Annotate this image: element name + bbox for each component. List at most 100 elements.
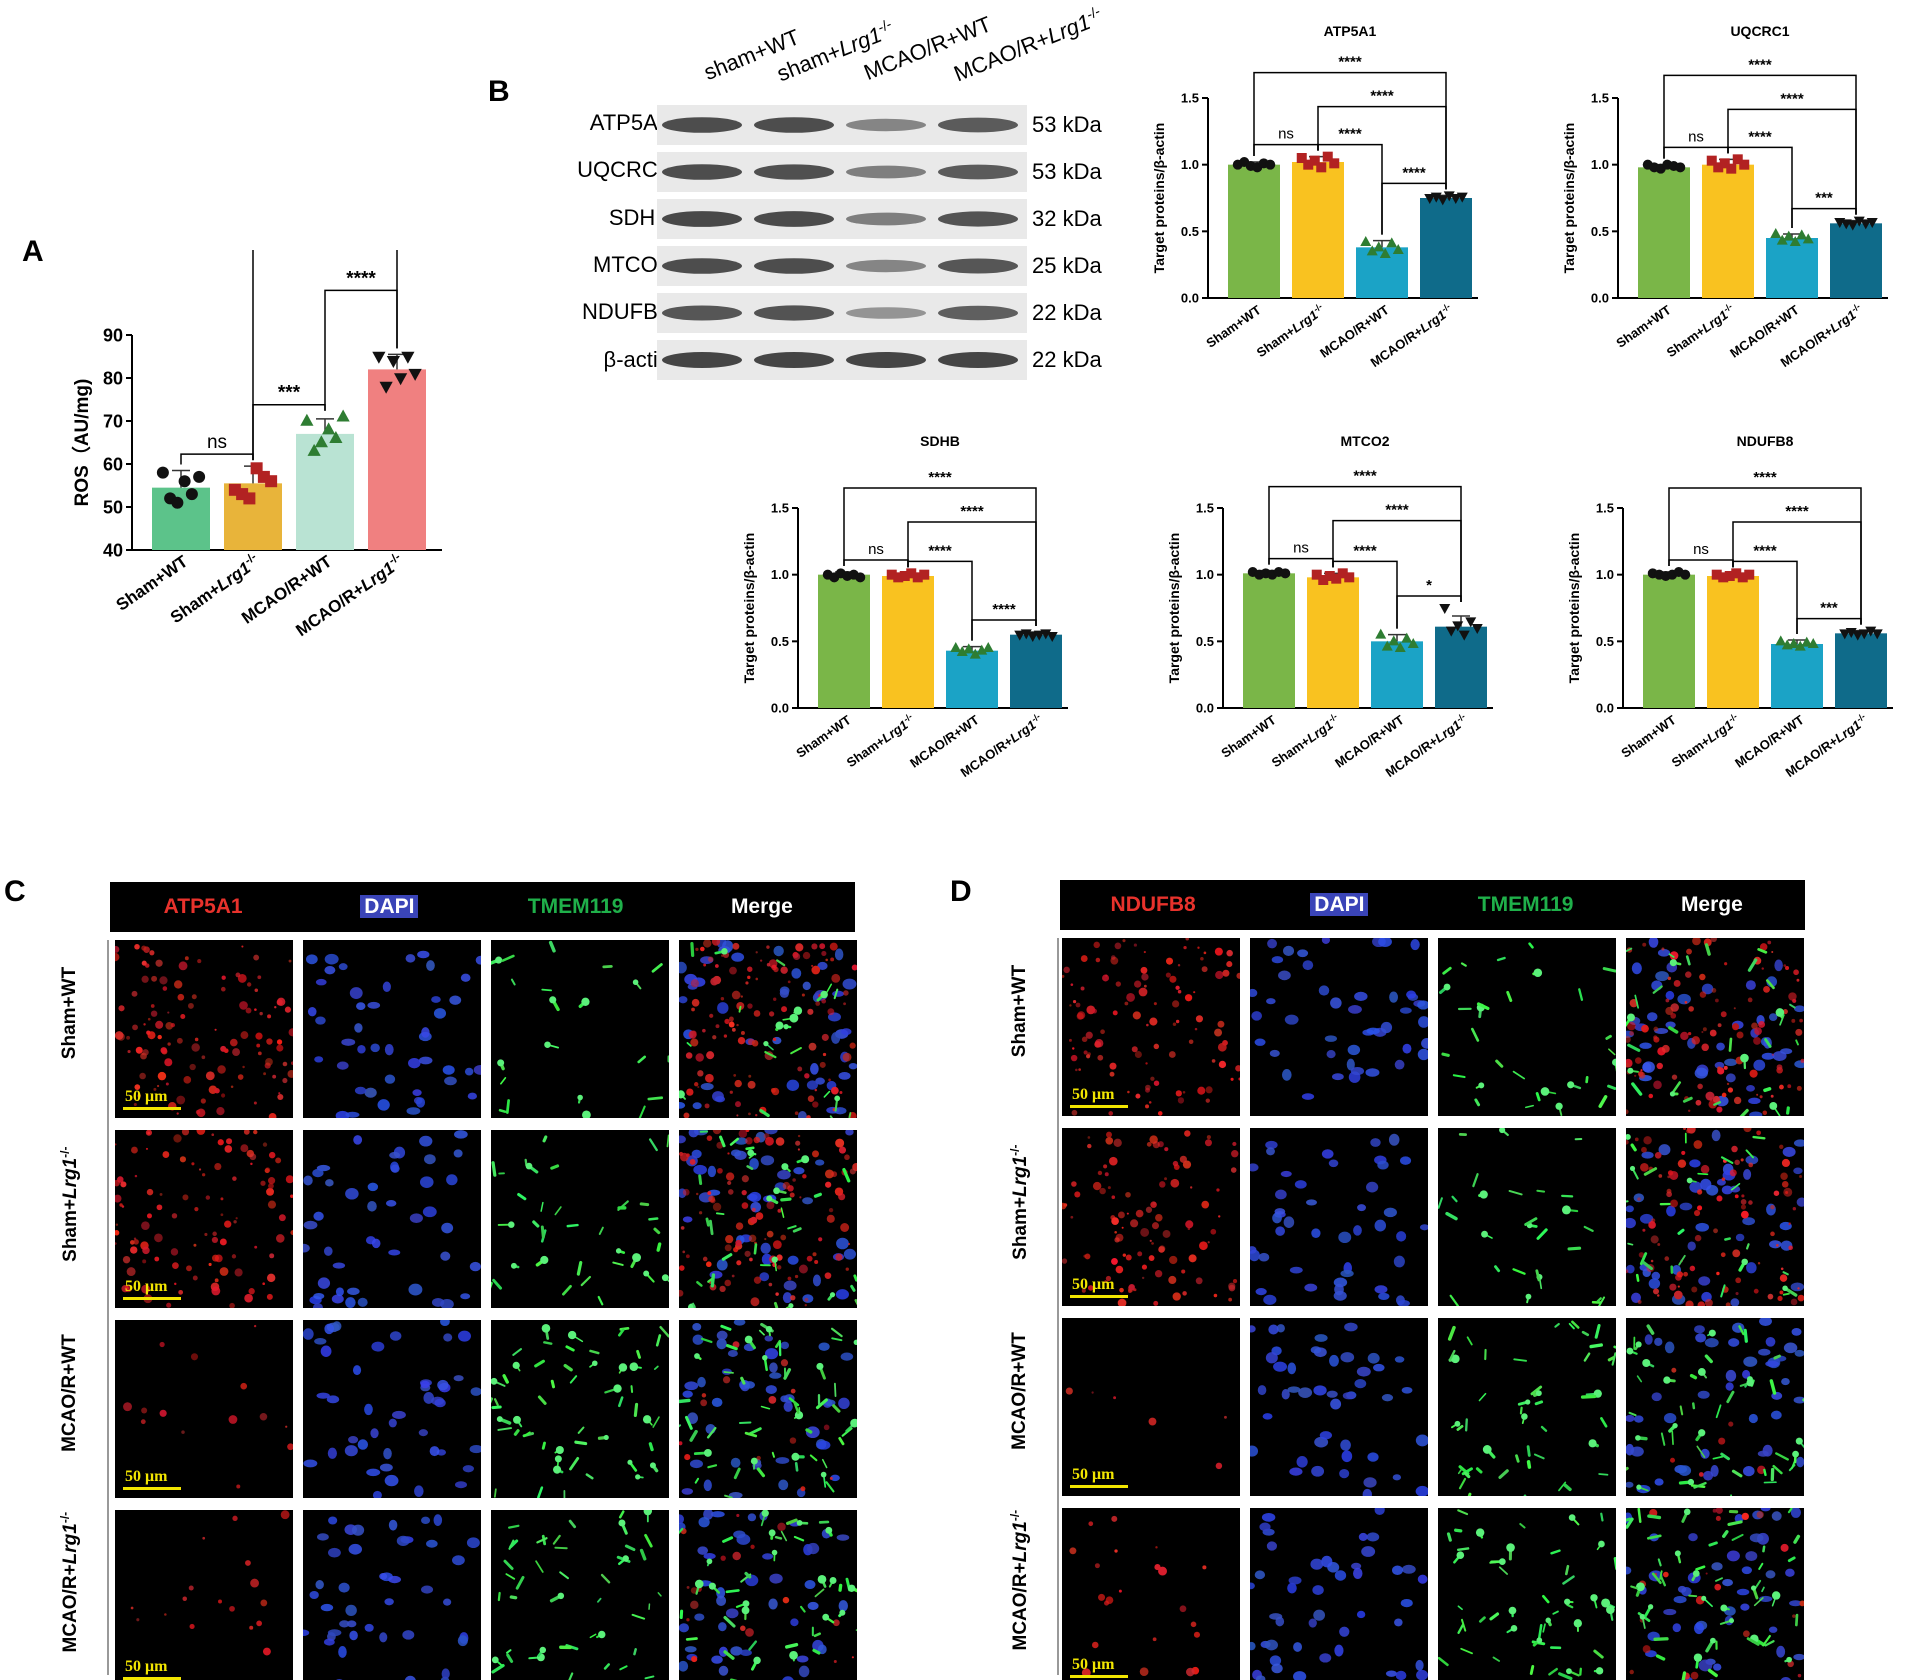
nucleus (433, 1008, 447, 1019)
if-c-tile-dapi (303, 1130, 481, 1308)
red-signal (1153, 1043, 1160, 1050)
microglia-soma (1626, 1013, 1635, 1022)
microglia-soma (581, 997, 590, 1006)
data-point (300, 413, 314, 426)
x-tick-label: Sham+WT (1203, 302, 1263, 351)
if-c-header-dapi: DAPI (360, 895, 419, 918)
microglia-soma (703, 1448, 712, 1457)
nucleus (1766, 1203, 1776, 1216)
red-signal (276, 1044, 284, 1052)
microglia-process (1613, 1557, 1616, 1570)
red-signal (1128, 1283, 1135, 1291)
nucleus (364, 1403, 373, 1416)
red-signal (1666, 1188, 1672, 1194)
microglia-process (537, 1486, 544, 1498)
chart-title: UQCRC1 (1730, 23, 1789, 39)
red-signal (1777, 1295, 1783, 1302)
nucleus (1255, 1288, 1267, 1296)
blot-band (754, 305, 834, 321)
red-signal (1177, 989, 1182, 994)
red-signal (1692, 938, 1701, 946)
blot-band (754, 164, 834, 180)
microglia-process (563, 1363, 573, 1372)
nucleus (1725, 1369, 1737, 1382)
red-signal (1779, 1084, 1784, 1090)
nucleus (748, 1191, 762, 1203)
red-signal (1795, 1028, 1803, 1036)
nucleus (1646, 1012, 1658, 1022)
scalebar-line (123, 1677, 181, 1680)
nucleus (749, 1158, 759, 1170)
data-point (372, 351, 386, 364)
scalebar-line (1070, 1295, 1128, 1298)
red-signal (217, 1139, 224, 1146)
red-signal (204, 1232, 208, 1237)
red-signal (683, 1112, 690, 1118)
nucleus (1347, 1044, 1361, 1056)
nucleus (323, 1246, 333, 1256)
blot-kda-label: 25 kDa (1032, 253, 1102, 278)
red-signal (1078, 1068, 1081, 1071)
red-signal (1185, 938, 1189, 941)
microglia-process (513, 1429, 520, 1436)
if-image (1250, 938, 1428, 1100)
nucleus (1698, 1276, 1711, 1286)
microglia-process (1512, 1268, 1526, 1275)
microglia-soma (508, 1221, 515, 1228)
microglia-process (1668, 953, 1675, 958)
nucleus (769, 1362, 778, 1373)
microglia-process (694, 1477, 700, 1484)
significance-bracket (1268, 485, 1462, 602)
microglia-process (793, 1400, 800, 1414)
microglia-soma (750, 1457, 758, 1465)
microglia-process (532, 1220, 540, 1228)
red-signal (253, 954, 260, 961)
y-tick-label: 0.5 (1596, 634, 1614, 649)
microglia-process (493, 1398, 499, 1407)
nucleus (730, 1457, 741, 1468)
microglia-process (550, 1379, 556, 1389)
nucleus (327, 1547, 341, 1558)
red-signal (851, 964, 857, 971)
microglia-soma (771, 1256, 778, 1263)
microglia-process (1730, 1494, 1733, 1496)
nucleus (1700, 1178, 1712, 1191)
red-signal (174, 980, 183, 989)
red-signal (782, 1181, 791, 1190)
nucleus (1278, 970, 1291, 981)
y-tick-label: 0.5 (1196, 634, 1214, 649)
microglia-soma (1746, 1379, 1754, 1387)
red-signal (1087, 1052, 1091, 1056)
microglia-process (1548, 1667, 1558, 1676)
microglia-process (1456, 1424, 1464, 1431)
microglia-process (647, 1096, 664, 1101)
nucleus (700, 1082, 714, 1091)
red-signal (1114, 1230, 1117, 1234)
nucleus (452, 1555, 465, 1566)
red-signal (1741, 1194, 1745, 1198)
nucleus (1743, 1169, 1752, 1180)
data-point (156, 466, 169, 479)
red-signal (1788, 1245, 1793, 1251)
microglia-process (501, 954, 515, 962)
red-signal (1654, 1151, 1662, 1159)
microglia-process (679, 1398, 691, 1404)
red-signal (712, 1202, 722, 1212)
nucleus (1298, 1387, 1313, 1398)
red-signal (766, 962, 771, 967)
red-signal (733, 1074, 737, 1077)
red-signal (126, 1035, 131, 1040)
data-point (1724, 571, 1735, 581)
red-signal (1800, 1058, 1804, 1063)
microglia-process (1533, 1453, 1545, 1460)
nucleus (1713, 1663, 1722, 1671)
nucleus (404, 1675, 416, 1680)
red-signal (1664, 1256, 1670, 1261)
red-signal (1155, 1546, 1158, 1549)
microglia-soma (1521, 1413, 1528, 1420)
nucleus (1765, 1360, 1780, 1367)
data-point (1373, 241, 1385, 252)
microglia-process (740, 1376, 746, 1385)
nucleus (804, 1579, 816, 1590)
nucleus (1254, 1570, 1266, 1580)
